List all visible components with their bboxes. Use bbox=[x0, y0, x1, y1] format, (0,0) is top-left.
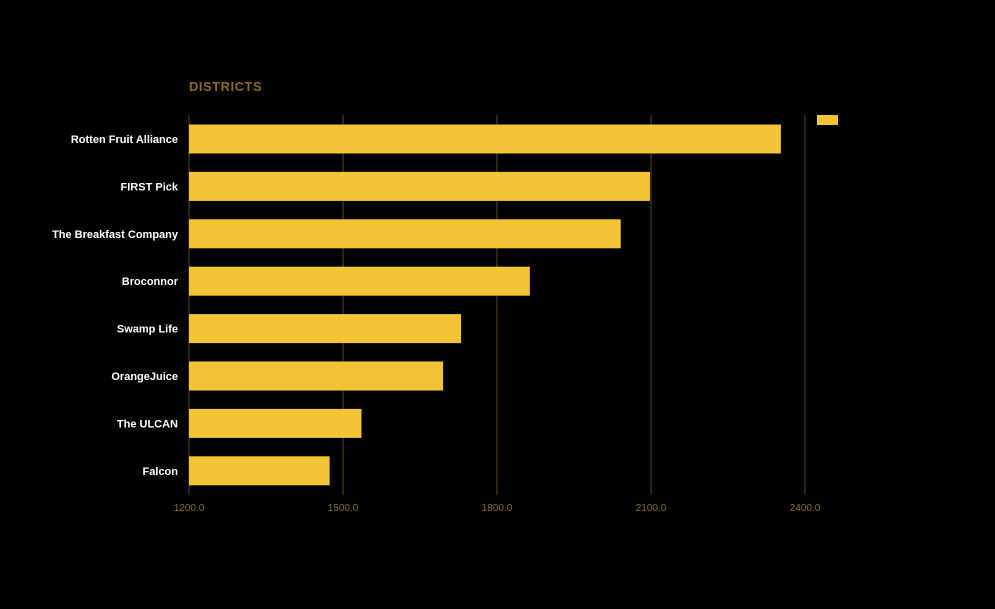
bar[interactable] bbox=[189, 171, 650, 201]
bar[interactable] bbox=[189, 124, 781, 154]
category-labels: Rotten Fruit Alliance FIRST Pick The Break… bbox=[52, 134, 179, 478]
bar[interactable] bbox=[189, 408, 362, 438]
chart-title: DISTRICTS bbox=[189, 79, 262, 94]
category-label: FIRST Pick bbox=[121, 181, 179, 193]
category-label: The Breakfast Company bbox=[52, 229, 179, 241]
bar[interactable] bbox=[189, 314, 462, 344]
x-tick-label: 1200.0 bbox=[174, 503, 205, 514]
bar[interactable] bbox=[189, 219, 621, 249]
category-label: Rotten Fruit Alliance bbox=[71, 134, 178, 146]
bars bbox=[189, 124, 781, 486]
x-tick-label: 2400.0 bbox=[790, 503, 821, 514]
bar[interactable] bbox=[189, 361, 444, 391]
x-tick-label: 2100.0 bbox=[636, 503, 667, 514]
category-label: Falcon bbox=[143, 466, 179, 478]
x-tick-label: 1500.0 bbox=[328, 503, 359, 514]
x-axis-tick-labels: 1200.0 1500.0 1800.0 2100.0 2400.0 bbox=[174, 503, 821, 514]
legend bbox=[817, 115, 838, 125]
category-label: OrangeJuice bbox=[111, 371, 178, 383]
x-tick-label: 1800.0 bbox=[482, 503, 513, 514]
bar[interactable] bbox=[189, 266, 530, 296]
category-label: The ULCAN bbox=[117, 418, 178, 430]
bar[interactable] bbox=[189, 456, 330, 486]
category-label: Swamp Life bbox=[117, 324, 178, 336]
category-label: Broconnor bbox=[122, 276, 179, 288]
legend-swatch[interactable] bbox=[817, 115, 838, 125]
